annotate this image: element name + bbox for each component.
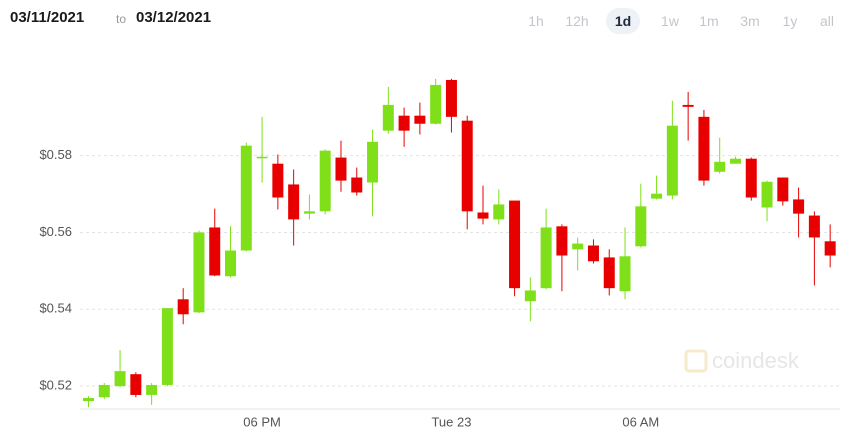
candle-body xyxy=(319,150,331,212)
y-tick-label: $0.52 xyxy=(39,378,72,393)
candle-body xyxy=(177,299,189,315)
candle-body xyxy=(635,206,647,247)
candle-body xyxy=(477,212,489,219)
candle-body xyxy=(666,125,678,196)
date-from: 03/11/2021 xyxy=(10,9,85,26)
candle-body xyxy=(288,184,300,220)
y-tick-label: $0.58 xyxy=(39,147,72,162)
candle-body xyxy=(824,241,836,256)
candle-body xyxy=(382,104,394,131)
candle-body xyxy=(698,116,710,181)
y-tick-label: $0.56 xyxy=(39,224,72,239)
candle-body xyxy=(461,120,473,212)
candle-body xyxy=(587,245,599,262)
candle-body xyxy=(351,177,363,193)
candle-body xyxy=(651,193,663,199)
candle-body xyxy=(256,156,268,159)
candle-body xyxy=(761,181,773,208)
candle-body xyxy=(777,177,789,202)
x-tick-label: 06 AM xyxy=(622,414,659,429)
y-tick-label: $0.54 xyxy=(39,301,72,316)
candle-body xyxy=(146,384,158,395)
candle-body xyxy=(493,204,505,220)
candle-body xyxy=(445,79,457,117)
candle-body xyxy=(540,227,552,289)
candle-body xyxy=(729,158,741,164)
candle-body xyxy=(161,308,173,385)
range-button[interactable]: 1w xyxy=(661,13,679,29)
candle-body xyxy=(619,256,631,292)
candle-body xyxy=(98,384,110,398)
candle-body xyxy=(335,157,347,181)
range-button[interactable]: 1m xyxy=(699,13,719,29)
candle-body xyxy=(745,158,757,198)
candle-body xyxy=(83,398,94,402)
candle-body xyxy=(682,104,694,107)
range-button[interactable]: 1d xyxy=(606,8,640,34)
candle-body xyxy=(367,141,379,183)
candle-body xyxy=(398,115,410,131)
range-button[interactable]: 12h xyxy=(565,13,589,29)
x-tick-label: Tue 23 xyxy=(431,414,471,429)
date-to: 03/12/2021 xyxy=(136,9,212,26)
candle-body xyxy=(714,161,726,172)
date-separator: to xyxy=(116,12,127,26)
candle-body xyxy=(114,371,126,387)
candle-body xyxy=(240,145,252,251)
candle-body xyxy=(572,243,584,250)
range-button[interactable]: all xyxy=(819,13,834,29)
watermark-text: coindesk xyxy=(712,348,800,373)
watermark-icon xyxy=(684,349,708,373)
x-tick-label: 06 PM xyxy=(243,414,281,429)
candle-body xyxy=(808,215,820,238)
candle-body xyxy=(193,232,205,313)
candle-body xyxy=(509,200,521,289)
watermark: coindesk xyxy=(684,348,800,373)
candle-body xyxy=(303,211,315,214)
range-button[interactable]: 1y xyxy=(782,13,798,29)
candle-body xyxy=(272,163,284,198)
candle-body xyxy=(430,84,442,124)
candle-body xyxy=(130,374,142,395)
candle-body xyxy=(524,290,536,302)
candle-body xyxy=(793,199,805,214)
candle-body xyxy=(225,250,237,277)
candle-body xyxy=(556,226,568,256)
candle-body xyxy=(603,257,615,289)
range-button[interactable]: 1h xyxy=(528,13,544,29)
candle-body xyxy=(414,115,426,124)
candle-body xyxy=(209,227,221,276)
range-button[interactable]: 3m xyxy=(740,13,760,29)
